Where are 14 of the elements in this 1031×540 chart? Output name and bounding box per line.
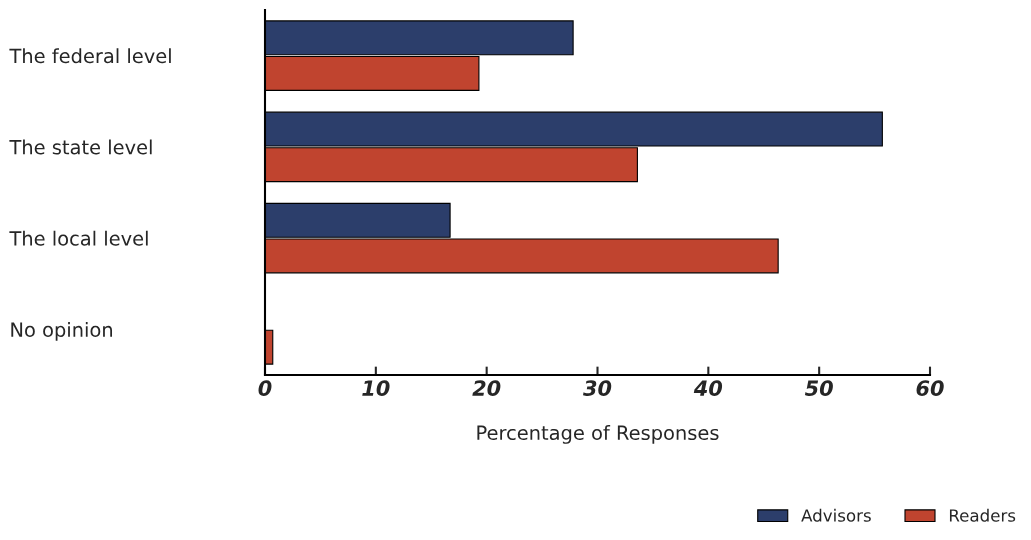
- y-tick-label: The federal level: [9, 48, 171, 64]
- x-tick-label: 30: [583, 380, 612, 396]
- x-axis-title: Percentage of Responses: [477, 425, 719, 444]
- x-tick-label: 0: [258, 380, 272, 396]
- y-tick-label: No opinion: [11, 321, 112, 341]
- legend-label: Advisors: [801, 508, 871, 522]
- x-tick-label: 10: [362, 380, 390, 396]
- y-tick-label: The state level: [9, 139, 152, 155]
- x-tick-label: 60: [916, 380, 944, 397]
- x-tick-label: 20: [472, 380, 501, 396]
- x-tick-label: 50: [804, 380, 833, 396]
- x-tick-label: 40: [693, 380, 723, 396]
- legend-label: Readers: [949, 508, 1016, 522]
- y-tick-label: The local level: [9, 230, 148, 246]
